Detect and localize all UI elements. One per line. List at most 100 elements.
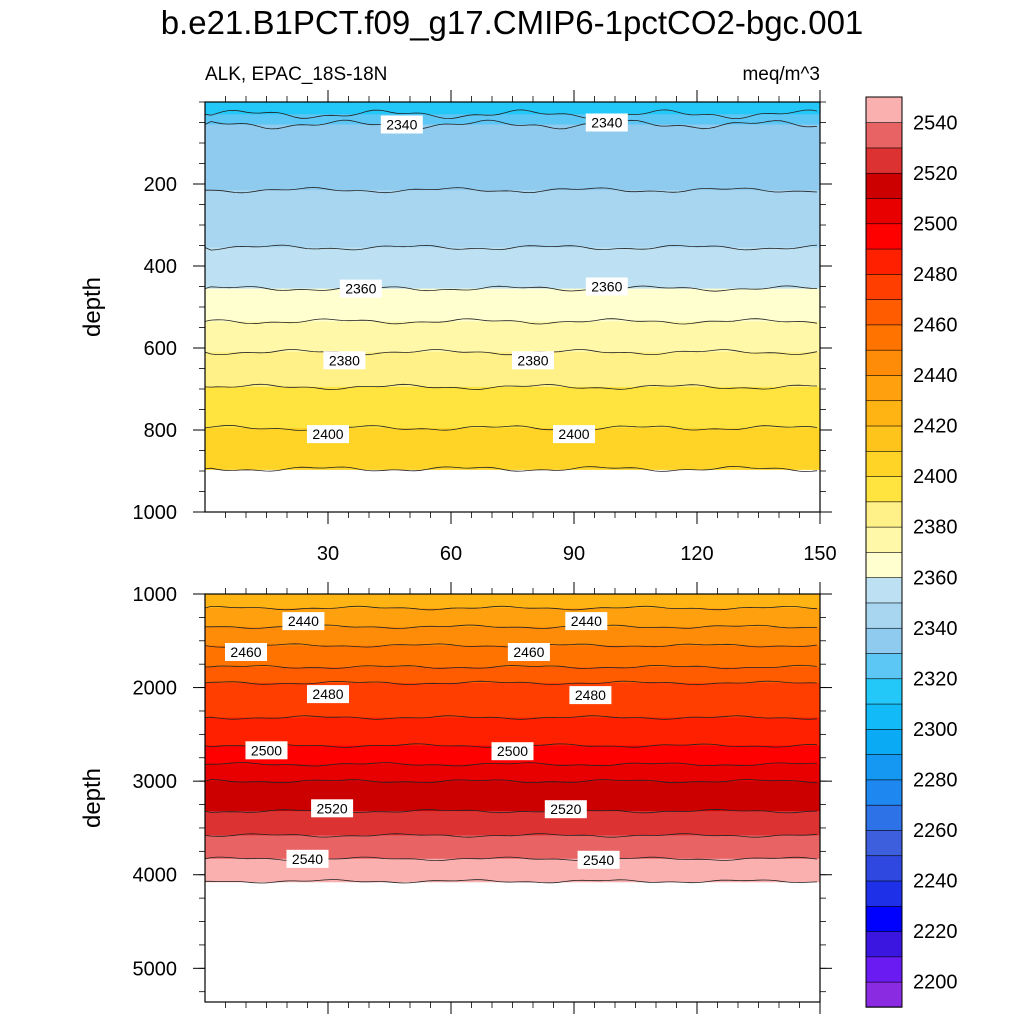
contour-label-text: 2340 xyxy=(591,115,622,131)
contour-line xyxy=(205,879,818,884)
contour-band xyxy=(205,247,820,290)
chart-title: b.e21.B1PCT.f09_g17.CMIP6-1pctCO2-bgc.00… xyxy=(160,4,864,41)
contour-label: 2460 xyxy=(225,643,267,661)
colorbar-swatch xyxy=(865,880,903,907)
colorbar-swatch xyxy=(865,779,903,806)
colorbar-swatch xyxy=(865,703,903,730)
colorbar-label: 2380 xyxy=(913,517,958,539)
colorbar-label: 2480 xyxy=(913,264,958,286)
y-axis-label: depth xyxy=(79,768,106,828)
colorbar-label: 2200 xyxy=(913,972,958,994)
colorbar-swatch xyxy=(865,349,903,376)
contour-label: 2440 xyxy=(565,612,608,631)
contour-label: 2360 xyxy=(339,279,382,298)
contour-line xyxy=(204,119,818,130)
contour-line xyxy=(204,285,818,292)
contour-label-box xyxy=(565,612,608,631)
contour-label-text: 2520 xyxy=(317,800,348,816)
contour-band xyxy=(205,811,820,837)
contour-label: 2520 xyxy=(311,799,354,818)
x-tick-label: 120 xyxy=(680,543,713,565)
contour-label: 2400 xyxy=(553,425,595,444)
contour-label-text: 2400 xyxy=(558,426,589,442)
x-tick-label: 150 xyxy=(803,543,836,565)
contour-label-box xyxy=(311,799,354,818)
colorbar-swatch xyxy=(865,526,903,553)
contour-band xyxy=(205,781,820,813)
contour-label-box xyxy=(577,850,620,869)
contour-line xyxy=(204,664,818,670)
contour-line xyxy=(204,715,818,720)
contour-label-text: 2440 xyxy=(288,613,319,629)
contour-label: 2360 xyxy=(585,277,628,296)
contour-label-text: 2360 xyxy=(591,279,622,295)
colorbar-swatch xyxy=(865,96,903,123)
contour-band xyxy=(205,288,820,323)
contour-line xyxy=(204,383,818,391)
y-tick-label: 4000 xyxy=(133,865,178,887)
contour-label: 2440 xyxy=(282,612,325,631)
y-tick-label: 3000 xyxy=(133,771,178,793)
contour-band xyxy=(205,608,820,628)
contour-label-text: 2480 xyxy=(575,687,606,703)
contour-panel-lower: 2440 2440 2460 2460 2480 2480 2500 2500 2520 2520… xyxy=(79,582,832,1014)
contour-label: 2400 xyxy=(307,425,349,444)
contour-band xyxy=(205,114,820,126)
contour-line xyxy=(204,833,818,838)
contour-label-text: 2480 xyxy=(312,686,343,702)
contour-label: 2380 xyxy=(512,351,554,370)
contour-band xyxy=(205,682,820,719)
colorbar-swatch xyxy=(865,728,903,755)
colorbar-label: 2460 xyxy=(913,315,958,337)
y-tick-label: 800 xyxy=(144,420,177,442)
colorbar-label: 2420 xyxy=(913,416,958,438)
y-tick-label: 5000 xyxy=(133,958,178,980)
colorbar-swatch xyxy=(865,551,903,578)
contour-label-box xyxy=(339,279,382,298)
colorbar-swatch xyxy=(865,501,903,528)
contour-label-box xyxy=(585,113,628,132)
contour-band xyxy=(205,321,820,354)
contour-label: 2520 xyxy=(544,800,587,819)
x-tick-label: 90 xyxy=(563,543,585,565)
contour-label-text: 2400 xyxy=(312,426,343,442)
y-tick-label: 2000 xyxy=(133,678,178,700)
colorbar-swatch xyxy=(865,223,903,250)
contour-line xyxy=(204,318,818,325)
contour-label-box xyxy=(569,686,612,705)
colorbar-swatch xyxy=(865,956,903,983)
contour-label-box xyxy=(544,800,587,819)
contour-label-box xyxy=(307,685,349,704)
contour-label-text: 2460 xyxy=(513,644,544,660)
colorbar-swatch xyxy=(865,450,903,477)
contour-label: 2480 xyxy=(307,685,349,704)
contour-label-text: 2460 xyxy=(230,644,261,660)
colorbar-swatch xyxy=(865,981,903,1008)
colorbar-swatch xyxy=(865,652,903,680)
colorbar-swatch xyxy=(865,197,903,225)
colorbar-label: 2500 xyxy=(913,213,958,235)
contour-label-text: 2520 xyxy=(550,801,581,817)
contour-label: 2340 xyxy=(380,115,423,134)
contour-label-text: 2540 xyxy=(292,851,323,867)
contour-label-box xyxy=(286,849,329,868)
contour-line xyxy=(204,779,818,784)
subtitle-units: meq/m^3 xyxy=(742,64,820,85)
y-tick-label: 400 xyxy=(144,256,177,278)
colorbar-swatch xyxy=(865,400,903,427)
colorbar-swatch xyxy=(865,602,903,629)
subtitle-variable: ALK, EPAC_18S-18N xyxy=(205,64,388,85)
contour-label-text: 2500 xyxy=(497,743,528,759)
contour-label: 2480 xyxy=(569,686,612,705)
contour-label-box xyxy=(491,742,534,761)
contour-label-box xyxy=(380,115,423,134)
contour-label: 2500 xyxy=(491,742,534,761)
colorbar-swatch xyxy=(865,374,903,402)
y-tick-label: 1000 xyxy=(133,502,178,524)
contour-line xyxy=(204,680,818,686)
contour-panel-upper: 2340 2340 2360 2360 2380 2380 2400 2400 200 400 60… xyxy=(79,90,837,565)
colorbar-swatch xyxy=(865,121,903,149)
colorbar-label: 2300 xyxy=(913,719,958,741)
colorbar-label: 2540 xyxy=(913,112,958,134)
colorbar-swatch xyxy=(865,678,903,705)
